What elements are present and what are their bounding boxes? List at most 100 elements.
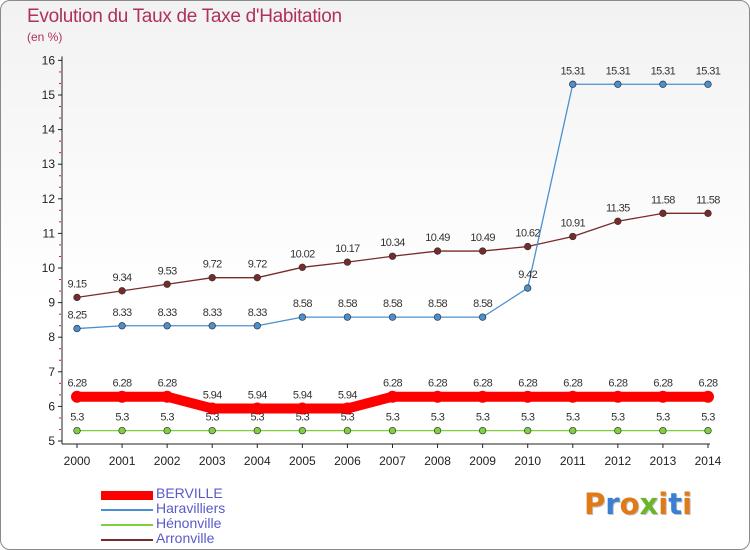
data-point [388, 252, 397, 260]
logo-letter: P [584, 487, 606, 521]
data-point [659, 80, 667, 88]
y-minor-tick [59, 359, 61, 361]
data-point [73, 324, 81, 333]
x-tick-label: 2008 [424, 454, 451, 468]
y-tick-label: 7 [48, 365, 55, 379]
data-point [478, 313, 487, 321]
data-label: 5.3 [70, 412, 84, 424]
legend-label: Haravilliers [156, 500, 226, 516]
data-label: 9.72 [203, 259, 222, 271]
data-label: 5.3 [476, 412, 490, 424]
y-minor-tick [59, 209, 61, 211]
y-minor-tick [59, 279, 61, 281]
data-point [251, 402, 264, 415]
data-point [569, 232, 577, 241]
data-point [208, 426, 216, 435]
data-point [388, 426, 397, 435]
data-point [208, 274, 216, 282]
legend-swatch [101, 509, 153, 511]
logo-letter: i [658, 487, 669, 521]
x-tick-label: 2001 [109, 454, 136, 468]
data-point [614, 80, 622, 88]
y-tick-label: 16 [42, 53, 56, 67]
data-label: 5.3 [115, 412, 129, 424]
data-label: 5.3 [656, 412, 670, 424]
y-minor-tick [59, 140, 61, 142]
data-label: 6.28 [473, 378, 492, 390]
data-point [118, 287, 126, 295]
data-point [566, 390, 579, 403]
data-point [478, 426, 487, 435]
data-label: 5.94 [338, 389, 357, 401]
y-minor-tick [59, 152, 61, 154]
data-point [614, 426, 622, 435]
data-point [253, 426, 261, 435]
x-tick-label: 2011 [560, 454, 586, 468]
y-minor-tick [59, 106, 61, 108]
data-label: 5.3 [521, 412, 535, 424]
data-point [73, 293, 81, 302]
data-point [611, 390, 624, 403]
data-point [478, 247, 487, 255]
data-point [433, 247, 442, 255]
data-label: 10.34 [380, 237, 405, 249]
data-label: 9.42 [518, 269, 537, 281]
data-label: 10.49 [470, 232, 495, 244]
data-point [341, 402, 354, 415]
data-point [71, 390, 83, 403]
data-point [521, 390, 534, 403]
data-label: 9.72 [248, 259, 267, 271]
data-label: 9.15 [67, 278, 86, 290]
data-label: 11.58 [696, 194, 720, 206]
data-point [116, 390, 129, 403]
y-minor-tick [59, 244, 61, 246]
data-label: 10.49 [425, 232, 450, 244]
y-minor-tick [59, 186, 61, 188]
data-label: 8.33 [158, 307, 177, 319]
legend-label: Arronville [156, 530, 215, 546]
data-label: 8.58 [383, 298, 402, 310]
data-point [253, 322, 261, 330]
logo-letter: o [619, 487, 640, 521]
data-point [298, 426, 307, 435]
data-label: 5.3 [566, 412, 580, 424]
legend-swatch [101, 539, 153, 541]
data-label: 15.31 [696, 65, 721, 77]
y-tick-label: 5 [48, 434, 55, 448]
data-label: 5.94 [293, 389, 312, 401]
y-minor-tick [59, 417, 61, 419]
y-minor-tick [59, 117, 61, 119]
x-tick-label: 2000 [64, 454, 91, 468]
data-label: 5.3 [296, 412, 310, 424]
data-label: 6.28 [563, 378, 582, 390]
data-label: 8.58 [428, 298, 447, 310]
chart-subtitle: (en %) [27, 30, 63, 44]
data-point [433, 313, 442, 321]
legend-label: Hénonville [156, 515, 222, 531]
data-point [569, 80, 577, 88]
data-label: 8.58 [293, 298, 312, 310]
logo-letter: i [682, 487, 693, 521]
data-label: 5.3 [160, 412, 174, 424]
y-tick-label: 9 [48, 296, 55, 310]
data-point [161, 390, 174, 403]
data-point [343, 313, 352, 321]
data-label: 10.91 [561, 218, 586, 230]
x-tick-label: 2005 [289, 454, 316, 468]
legend-swatch [101, 524, 153, 526]
data-label: 9.53 [158, 265, 177, 277]
y-minor-tick [59, 348, 61, 350]
logo-letter: x [639, 487, 659, 521]
data-point [524, 426, 532, 435]
data-point [659, 209, 667, 217]
data-label: 8.33 [113, 307, 132, 319]
x-tick-label: 2007 [379, 454, 406, 468]
data-label: 5.3 [205, 412, 219, 424]
data-label: 6.28 [653, 378, 672, 390]
chart-title: Evolution du Taux de Taxe d'Habitation [27, 6, 342, 27]
x-tick-label: 2002 [154, 454, 181, 468]
data-label: 5.3 [701, 412, 715, 424]
data-point [73, 426, 81, 435]
